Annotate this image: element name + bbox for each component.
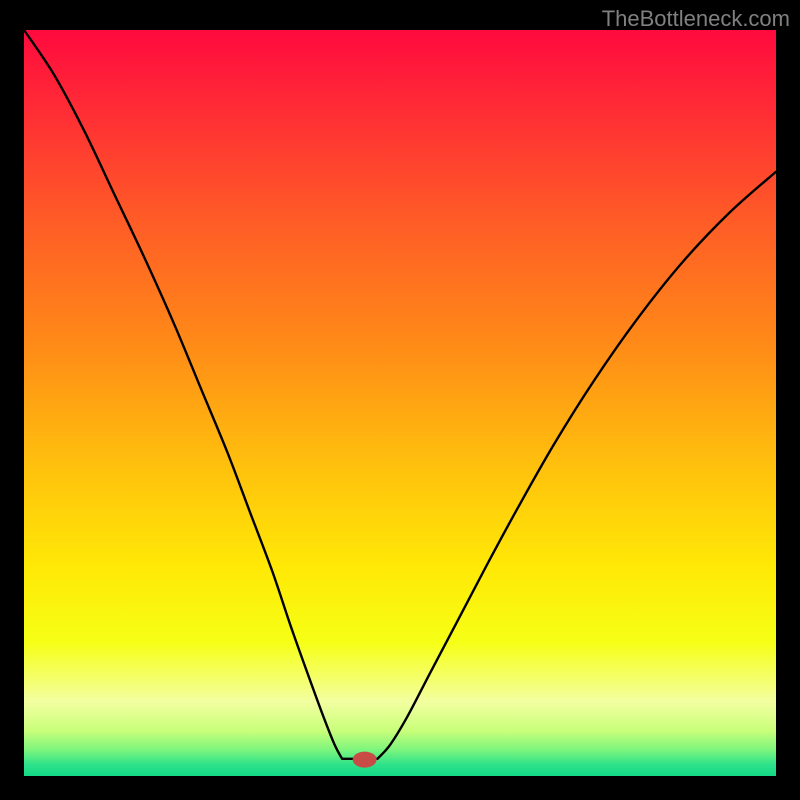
dip-marker <box>353 752 377 768</box>
chart-svg <box>0 0 800 800</box>
gradient-panel <box>24 30 776 776</box>
watermark-text: TheBottleneck.com <box>602 6 790 32</box>
chart-stage: TheBottleneck.com <box>0 0 800 800</box>
